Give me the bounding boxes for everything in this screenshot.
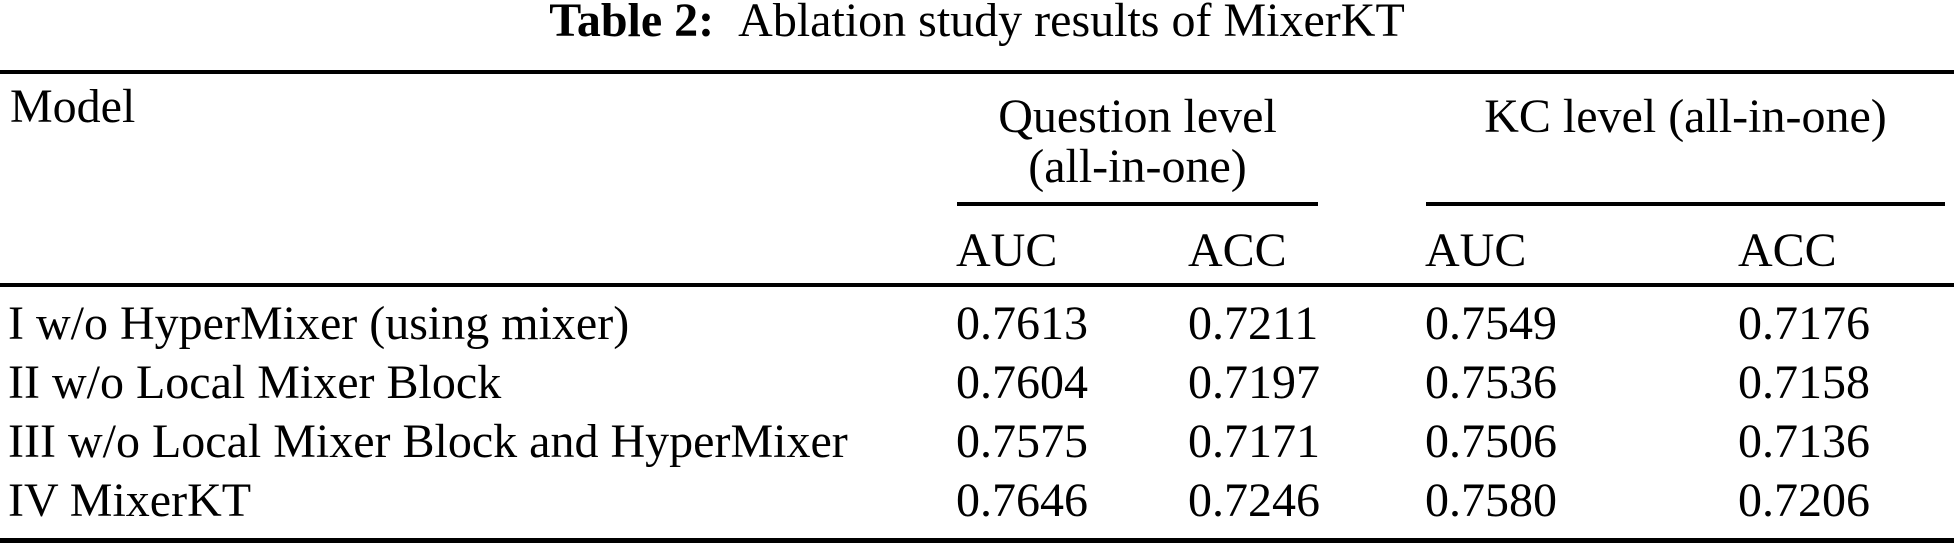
header-rule <box>0 283 1954 287</box>
table-row: III w/o Local Mixer Block and HyperMixer… <box>0 417 1954 476</box>
value-cell: 0.7211 <box>1188 297 1319 350</box>
caption-text: Ablation study results of MixerKT <box>738 0 1405 47</box>
col-header-acc-kc: ACC <box>1738 224 1837 277</box>
table-row: I w/o HyperMixer (using mixer) 0.7613 0.… <box>0 299 1954 358</box>
value-cell: 0.7536 <box>1425 356 1557 409</box>
value-cell: 0.7246 <box>1188 474 1320 527</box>
model-cell: III w/o Local Mixer Block and HyperMixer <box>8 415 848 468</box>
value-cell: 0.7176 <box>1738 297 1870 350</box>
model-cell: I w/o HyperMixer (using mixer) <box>8 297 630 350</box>
value-cell: 0.7646 <box>956 474 1088 527</box>
value-cell: 0.7197 <box>1188 356 1320 409</box>
bottom-rule <box>0 538 1954 543</box>
group-header-question-level-line2: (all-in-one) <box>1028 140 1247 193</box>
model-cell: II w/o Local Mixer Block <box>8 356 502 409</box>
table-row: II w/o Local Mixer Block 0.7604 0.7197 0… <box>0 358 1954 417</box>
value-cell: 0.7506 <box>1425 415 1557 468</box>
model-cell: IV MixerKT <box>8 474 252 527</box>
value-cell: 0.7171 <box>1188 415 1320 468</box>
top-rule <box>0 70 1954 74</box>
question-level-underline <box>957 202 1318 206</box>
group-header-kc-level: KC level (all-in-one) <box>1484 90 1887 143</box>
caption-number: Table 2: <box>549 0 715 47</box>
group-header-question-level-line1: Question level <box>998 90 1277 143</box>
value-cell: 0.7613 <box>956 297 1088 350</box>
col-header-acc-question: ACC <box>1188 224 1287 277</box>
table-row: IV MixerKT 0.7646 0.7246 0.7580 0.7206 <box>0 476 1954 535</box>
value-cell: 0.7158 <box>1738 356 1870 409</box>
value-cell: 0.7580 <box>1425 474 1557 527</box>
kc-level-underline <box>1426 202 1945 206</box>
table-caption: Table 2: Ablation study results of MixerK… <box>0 0 1954 46</box>
value-cell: 0.7206 <box>1738 474 1870 527</box>
model-column-header: Model <box>10 80 136 133</box>
value-cell: 0.7136 <box>1738 415 1870 468</box>
value-cell: 0.7575 <box>956 415 1088 468</box>
group-header-question-level: Question level (all-in-one) <box>957 92 1318 192</box>
col-header-auc-kc: AUC <box>1425 224 1527 277</box>
value-cell: 0.7604 <box>956 356 1088 409</box>
col-header-auc-question: AUC <box>956 224 1058 277</box>
value-cell: 0.7549 <box>1425 297 1557 350</box>
